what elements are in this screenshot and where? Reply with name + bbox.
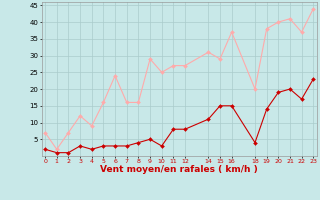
X-axis label: Vent moyen/en rafales ( km/h ): Vent moyen/en rafales ( km/h )	[100, 165, 258, 174]
